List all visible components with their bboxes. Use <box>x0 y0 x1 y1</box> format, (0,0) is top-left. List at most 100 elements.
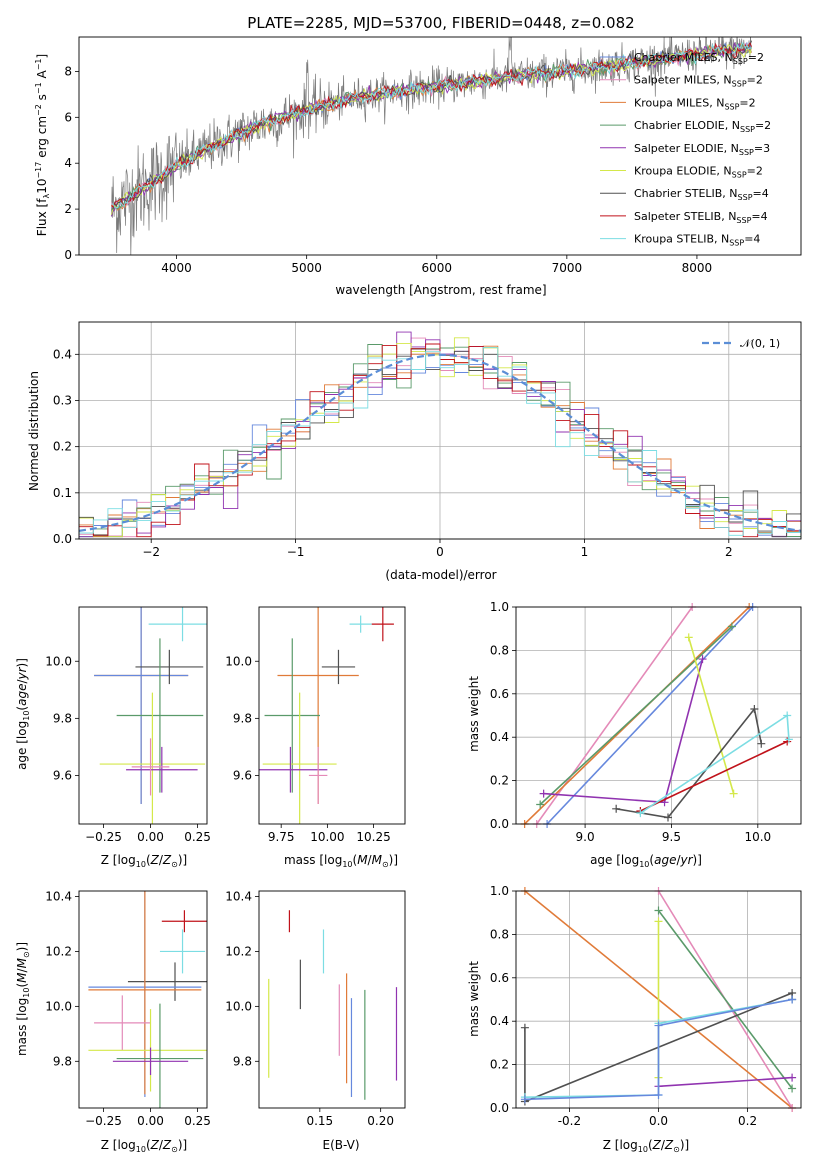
weight-line <box>657 910 793 1089</box>
wAge-ylabel: mass weight <box>467 676 481 752</box>
legend-entry: Chabrier STELIB, NSSP=4 <box>634 187 769 202</box>
weight-line <box>536 607 693 824</box>
weight-marker <box>727 622 736 631</box>
wAge-xlabel: age [log10(age/yr)] <box>590 853 702 869</box>
weight-marker <box>654 1021 663 1030</box>
x-tick-label: 0.20 <box>367 1114 394 1128</box>
x-tick-label: 0.2 <box>738 1114 757 1128</box>
data-layer <box>79 37 801 1112</box>
x-tick-label: −1 <box>287 545 305 559</box>
x-tick-label: 10.0 <box>744 830 771 844</box>
legend-layer: Chabrier MILES, NSSP=2 Salpeter MILES, NS… <box>600 51 780 350</box>
axes-frame <box>515 890 802 1109</box>
residuals-ylabel: Normed distribution <box>27 371 41 491</box>
y-tick-label: 0.0 <box>490 817 509 831</box>
y-tick-label: 9.6 <box>233 768 252 782</box>
axes-layer: 4000 5000 6000 7000 8000 0 2 4 6 8 −2 −1 0 1 2 0.0 0.1 0.… <box>45 36 802 1128</box>
y-tick-label: 10.2 <box>225 944 252 958</box>
weight-marker <box>788 1084 797 1093</box>
x-tick-label: 10.00 <box>310 830 344 844</box>
y-tick-label: 10.2 <box>45 944 72 958</box>
x-tick-label: 0.00 <box>137 1114 164 1128</box>
weight-marker <box>520 1023 529 1032</box>
ageZ-xlabel: Z [log10(Z/Z⊙)] <box>101 853 187 869</box>
gaussian-curve <box>79 353 801 532</box>
x-tick-label: 0.25 <box>184 830 211 844</box>
y-tick-label: 6 <box>64 110 72 124</box>
x-tick-label: 0.00 <box>137 830 164 844</box>
y-tick-label: 0.4 <box>53 347 72 361</box>
y-tick-label: 0.8 <box>490 643 509 657</box>
model-spectrum-line <box>111 41 752 209</box>
wZ-xlabel: Z [log10(Z/Z⊙)] <box>603 1138 689 1154</box>
x-tick-label: 6000 <box>421 261 452 275</box>
x-tick-label: -0.2 <box>558 1114 581 1128</box>
histogram-step <box>79 343 801 539</box>
weight-marker <box>784 735 793 744</box>
weight-marker <box>664 813 672 822</box>
legend-entry: Chabrier MILES, NSSP=2 <box>634 51 764 66</box>
x-tick-label: 0.0 <box>649 1114 668 1128</box>
axes-frame <box>78 321 802 540</box>
y-tick-label: 0.0 <box>490 1101 509 1115</box>
axes-frame <box>78 606 208 825</box>
y-tick-label: 0.1 <box>53 486 72 500</box>
x-tick-label: −0.25 <box>85 1114 122 1128</box>
spectrum-title: PLATE=2285, MJD=53700, FIBERID=0448, z=0… <box>247 14 634 32</box>
x-tick-label: 9.5 <box>662 830 681 844</box>
weight-marker <box>536 800 545 809</box>
axes-frame <box>78 890 208 1109</box>
ageZ-ylabel: age [log10(age/yr)] <box>15 658 31 770</box>
massZ-ylabel: mass [log10(M/M⊙)] <box>15 942 31 1056</box>
weight-line <box>539 625 733 806</box>
weight-line <box>687 637 735 794</box>
x-tick-label: 0.25 <box>184 1114 211 1128</box>
weight-marker <box>698 655 707 664</box>
x-tick-label: 9.0 <box>576 830 595 844</box>
x-tick-label: 10.25 <box>356 830 390 844</box>
axes-frame <box>515 606 802 825</box>
weight-line <box>640 740 788 812</box>
spectrum-xlabel: wavelength [Angstrom, rest frame] <box>335 283 546 297</box>
legend-entry: Salpeter STELIB, NSSP=4 <box>634 210 768 225</box>
weight-line <box>658 1076 793 1088</box>
x-tick-label: 0 <box>436 545 444 559</box>
y-tick-label: 1.0 <box>490 600 509 614</box>
wZ-ylabel: mass weight <box>467 961 481 1037</box>
weight-marker <box>636 809 645 818</box>
weight-marker <box>750 704 759 713</box>
x-tick-label: 8000 <box>682 261 713 275</box>
residuals-xlabel: (data-model)/error <box>385 568 496 582</box>
x-tick-label: 7000 <box>552 261 583 275</box>
legend-entry: Salpeter MILES, NSSP=2 <box>634 74 763 89</box>
y-tick-label: 0.2 <box>53 440 72 454</box>
legend-entry: Kroupa MILES, NSSP=2 <box>634 96 756 111</box>
y-tick-label: 0.4 <box>490 730 509 744</box>
weight-marker <box>612 804 621 813</box>
y-tick-label: 9.8 <box>53 711 72 725</box>
y-tick-label: 0.0 <box>53 532 72 546</box>
x-tick-label: 2 <box>725 545 733 559</box>
y-tick-label: 0.8 <box>490 927 509 941</box>
y-tick-label: 10.0 <box>225 654 252 668</box>
x-tick-label: 5000 <box>291 261 322 275</box>
weight-marker <box>783 711 792 720</box>
y-tick-label: 10.0 <box>45 654 72 668</box>
y-tick-label: 0.4 <box>490 1014 509 1028</box>
massZ-xlabel: Z [log10(Z/Z⊙)] <box>101 1138 187 1154</box>
weight-line <box>546 607 754 824</box>
legend-entry: Salpeter ELODIE, NSSP=3 <box>634 142 770 157</box>
x-tick-label: 4000 <box>161 261 192 275</box>
weight-line <box>524 998 793 1101</box>
y-tick-label: 0.6 <box>490 971 509 985</box>
weight-marker <box>788 1073 797 1082</box>
y-tick-label: 0.3 <box>53 393 72 407</box>
x-tick-label: 9.75 <box>268 830 295 844</box>
y-tick-label: 0 <box>64 248 72 262</box>
ageMass-xlabel: mass [log10(M/M⊙)] <box>284 853 398 869</box>
y-tick-label: 9.8 <box>53 1054 72 1068</box>
y-tick-label: 0.2 <box>490 774 509 788</box>
y-tick-label: 0.2 <box>490 1058 509 1072</box>
axes-frame <box>258 606 406 825</box>
